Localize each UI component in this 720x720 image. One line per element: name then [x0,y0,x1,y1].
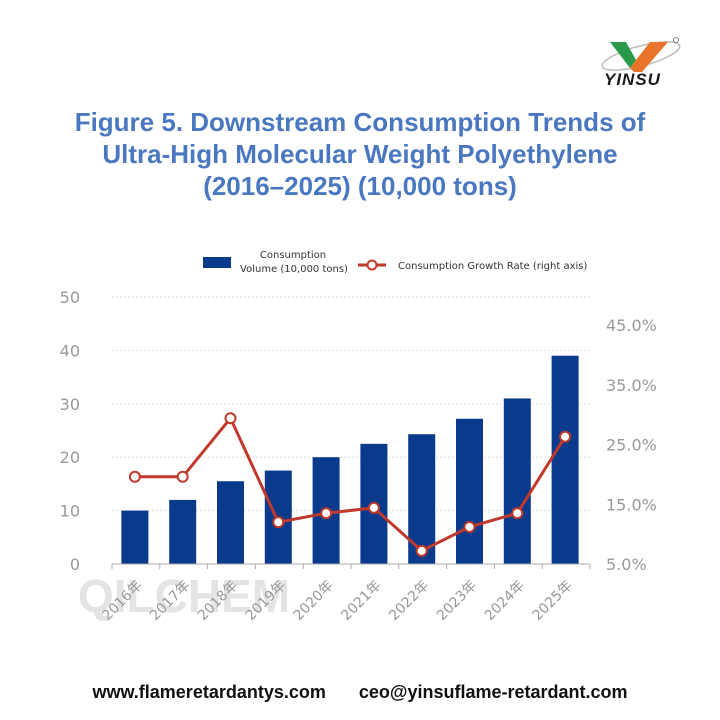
y-left-tick-label: 50 [60,288,80,307]
title-line-1: Figure 5. Downstream Consumption Trends … [74,107,646,137]
legend-bar-label-1: Consumption [260,250,326,261]
y-left-tick-label: 40 [60,341,80,360]
x-tick-label: 2020年 [291,578,337,624]
title-line-3: (2016–2025) (10,000 tons) [203,171,517,201]
y-right-tick-label: 25.0% [606,436,657,455]
x-tick-label: 2022年 [386,578,432,624]
y-right-tick-label: 45.0% [606,316,657,335]
legend-line-label: Consumption Growth Rate (right axis) [398,261,588,272]
title-line-2: Ultra-High Molecular Weight Polyethylene [102,139,618,169]
y-right-tick-label: 5.0% [606,555,647,574]
bar-2018年 [217,481,244,564]
email-link[interactable]: ceo@yinsuflame-retardant.com [358,682,628,702]
bar-2016年 [121,510,149,564]
growth-point-2022年 [415,544,428,557]
bar-2017年 [169,499,197,564]
legend-line-marker [366,259,378,271]
growth-point-2020年 [320,507,333,520]
footer: www.flameretardantys.com ceo@yinsuflame-… [0,682,720,703]
legend-bar-swatch [203,257,231,268]
bar-2025年 [551,355,579,564]
y-left-tick-label: 20 [60,448,80,467]
growth-rate-line [134,415,567,553]
bar-2024年 [503,398,531,564]
y-left-tick-label: 10 [60,502,80,521]
yinsu-logo [601,37,681,72]
x-tick-label: 2021年 [338,578,384,624]
watermark: QILCHEM [78,570,290,622]
y-left-tick-label: 0 [70,555,80,574]
growth-point-2023年 [463,520,476,533]
growth-point-2018年 [224,412,237,425]
growth-point-2021年 [367,501,380,514]
y-right-tick-label: 35.0% [606,376,657,395]
x-tick-label: 2023年 [434,578,480,624]
figure-title: Figure 5. Downstream Consumption Trends … [0,106,720,202]
growth-point-2017年 [176,470,189,483]
website-link[interactable]: www.flameretardantys.com [92,682,326,702]
growth-point-2025年 [559,430,572,443]
growth-point-2019年 [272,516,285,529]
y-left-tick-label: 30 [60,395,80,414]
legend: Consumption Volume (10,000 tons) Consump… [203,250,588,275]
legend-bar-label-2: Volume (10,000 tons) [240,264,348,275]
bar-2023年 [456,418,483,564]
growth-point-2016年 [128,470,141,483]
logo-text: YINSU [604,70,661,89]
x-tick-label: 2024年 [482,578,528,624]
y-right-tick-label: 15.0% [606,495,657,514]
growth-point-2024年 [511,507,524,520]
x-tick-label: 2025年 [530,578,576,624]
